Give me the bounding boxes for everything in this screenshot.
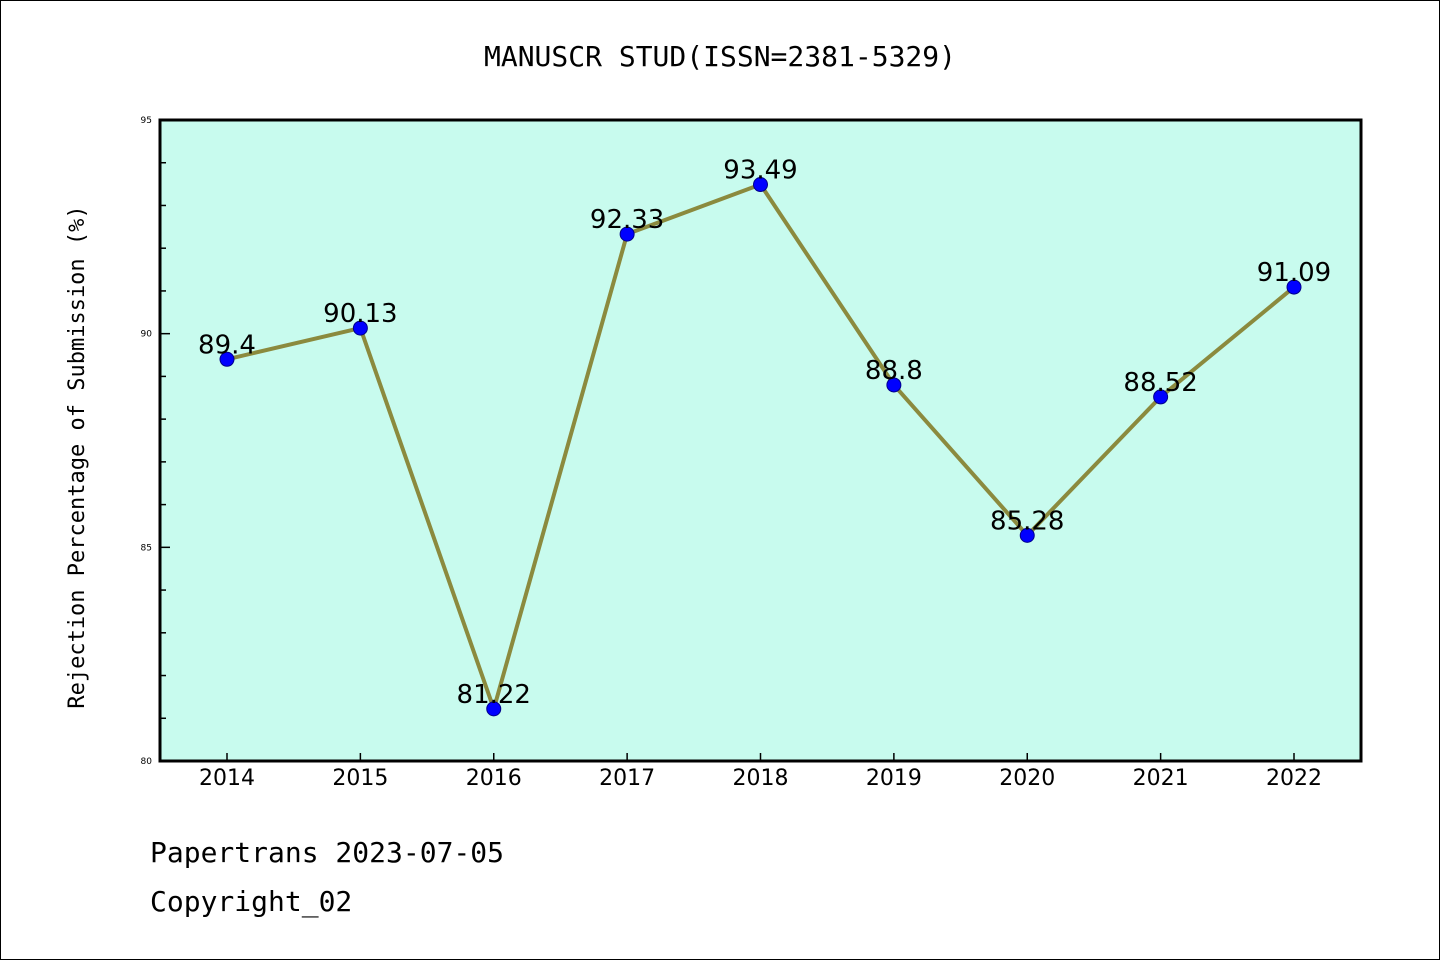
data-value-label: 81.22: [457, 680, 531, 710]
data-point-marker: [753, 177, 768, 193]
data-value-label: 92.33: [590, 205, 664, 235]
x-tick-label: 2014: [199, 766, 255, 791]
footer-copyright-text: Copyright_02: [150, 885, 353, 918]
y-tick-label: 85: [141, 543, 152, 553]
y-tick-label: 80: [141, 757, 153, 767]
x-tick-label: 2016: [466, 766, 522, 791]
x-axis-ticks: 2014 2015 2016 2017 2018 2019 2020 2021 2022: [199, 753, 1322, 791]
data-value-label: 93.49: [723, 156, 797, 186]
x-tick-label: 2021: [1133, 766, 1189, 791]
plot-area: [160, 120, 1361, 761]
data-point-marker: [886, 377, 902, 393]
x-tick-label: 2018: [733, 766, 789, 791]
x-tick-label: 2015: [332, 766, 388, 791]
data-point-marker: [619, 226, 635, 242]
plot-border: [158, 118, 1363, 763]
data-value-label: 88.52: [1123, 368, 1197, 398]
data-point-marker: [1019, 527, 1035, 543]
footer-date-text: Papertrans 2023-07-05: [150, 836, 505, 869]
y-tick-label: 90: [141, 330, 153, 340]
data-value-label: 85.28: [990, 506, 1064, 536]
x-tick-label: 2019: [866, 766, 922, 791]
y-axis-label: Rejection Percentage of Submission (%): [65, 205, 90, 708]
data-value-label: 91.09: [1257, 258, 1331, 288]
data-point-marker: [352, 320, 368, 336]
data-value-label: 90.13: [323, 299, 397, 329]
data-point-marker: [486, 701, 502, 717]
y-tick-label: 95: [141, 116, 152, 126]
data-point-marker: [1286, 279, 1302, 295]
data-value-label: 88.8: [865, 356, 923, 386]
x-tick-label: 2020: [999, 766, 1055, 791]
data-labels: 89.4 90.13 81.22 92.33 93.49 88.8 85.28 88.52 91…: [198, 156, 1331, 710]
data-point-marker: [1153, 389, 1169, 405]
data-markers: [219, 177, 1302, 717]
x-tick-label: 2022: [1266, 766, 1322, 791]
data-point-marker: [219, 351, 235, 367]
chart-title: MANUSCR STUD(ISSN=2381-5329): [484, 40, 956, 73]
x-tick-label: 2017: [599, 766, 655, 791]
data-value-label: 89.4: [198, 330, 256, 360]
